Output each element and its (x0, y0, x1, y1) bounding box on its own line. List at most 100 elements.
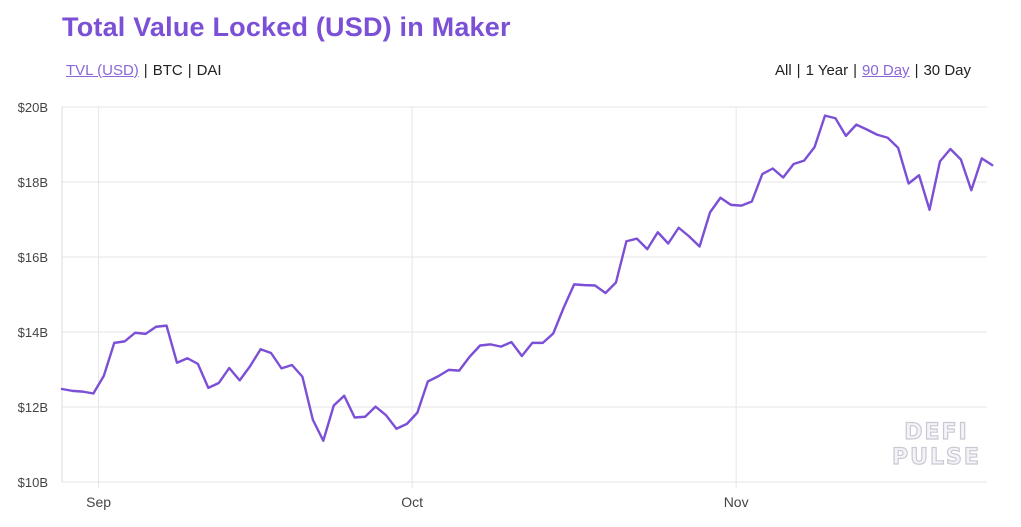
data-point[interactable] (540, 340, 546, 346)
data-point[interactable] (352, 415, 358, 421)
data-point[interactable] (508, 339, 514, 345)
data-point[interactable] (759, 171, 765, 177)
data-point[interactable] (435, 373, 441, 379)
data-point[interactable] (749, 199, 755, 205)
data-point[interactable] (414, 410, 420, 416)
tab-all[interactable]: All (775, 62, 792, 79)
data-point[interactable] (770, 166, 776, 172)
data-point[interactable] (582, 282, 588, 288)
data-point[interactable] (226, 365, 232, 371)
data-point[interactable] (791, 161, 797, 167)
data-point[interactable] (341, 393, 347, 399)
data-point[interactable] (822, 113, 828, 119)
data-point[interactable] (676, 225, 682, 231)
data-point[interactable] (874, 132, 880, 138)
data-point[interactable] (373, 404, 379, 410)
data-point[interactable] (780, 175, 786, 181)
data-point[interactable] (404, 421, 410, 427)
data-point[interactable] (237, 377, 243, 383)
data-point[interactable] (895, 145, 901, 151)
data-point[interactable] (456, 368, 462, 374)
data-point[interactable] (613, 280, 619, 286)
data-point[interactable] (916, 172, 922, 178)
tab-btc[interactable]: BTC (152, 62, 183, 79)
data-point[interactable] (812, 144, 818, 150)
data-point[interactable] (686, 233, 692, 239)
data-point[interactable] (738, 203, 744, 209)
data-point[interactable] (801, 158, 807, 164)
separator: | (143, 62, 148, 79)
data-point[interactable] (571, 281, 577, 287)
data-point[interactable] (362, 414, 368, 420)
data-point[interactable] (728, 202, 734, 208)
data-point[interactable] (80, 389, 86, 395)
data-point[interactable] (216, 380, 222, 386)
data-point[interactable] (320, 438, 326, 444)
data-point[interactable] (143, 331, 149, 337)
data-point[interactable] (655, 229, 661, 235)
data-point[interactable] (164, 323, 170, 329)
data-point[interactable] (989, 162, 995, 168)
data-point[interactable] (843, 133, 849, 139)
data-point[interactable] (132, 330, 138, 336)
data-point[interactable] (153, 324, 159, 330)
data-point[interactable] (592, 283, 598, 289)
data-point[interactable] (59, 386, 65, 392)
data-point[interactable] (603, 290, 609, 296)
data-point[interactable] (446, 367, 452, 373)
separator: | (914, 62, 919, 79)
data-point[interactable] (979, 155, 985, 161)
tab-90-day[interactable]: 90 Day (862, 62, 910, 79)
data-point[interactable] (937, 158, 943, 164)
data-point[interactable] (122, 338, 128, 344)
data-point[interactable] (477, 343, 483, 349)
data-point[interactable] (69, 388, 75, 394)
tab-dai[interactable]: DAI (196, 62, 222, 79)
data-point[interactable] (488, 341, 494, 347)
data-point[interactable] (383, 412, 389, 418)
data-point[interactable] (697, 244, 703, 250)
data-point[interactable] (519, 353, 525, 359)
data-point[interactable] (331, 403, 337, 409)
data-point[interactable] (278, 365, 284, 371)
tab-30-day[interactable]: 30 Day (923, 62, 971, 79)
data-point[interactable] (927, 207, 933, 213)
data-point[interactable] (205, 385, 211, 391)
data-point[interactable] (717, 195, 723, 201)
data-point[interactable] (111, 340, 117, 346)
data-point[interactable] (310, 417, 316, 423)
y-tick-label: $20B (18, 100, 48, 115)
tab-1-year[interactable]: 1 Year (805, 62, 849, 79)
tab-tvl-usd[interactable]: TVL (USD) (66, 62, 139, 79)
data-point[interactable] (947, 146, 953, 152)
data-point[interactable] (101, 373, 107, 379)
data-point[interactable] (184, 355, 190, 361)
data-point[interactable] (958, 157, 964, 163)
data-point[interactable] (299, 374, 305, 380)
data-point[interactable] (634, 236, 640, 242)
data-point[interactable] (174, 360, 180, 366)
data-point[interactable] (906, 181, 912, 187)
data-point[interactable] (707, 209, 713, 215)
data-point[interactable] (195, 361, 201, 367)
data-point[interactable] (550, 331, 556, 337)
data-point[interactable] (885, 135, 891, 141)
data-point[interactable] (561, 305, 567, 311)
data-point[interactable] (498, 344, 504, 350)
data-point[interactable] (644, 246, 650, 252)
data-point[interactable] (268, 350, 274, 356)
data-point[interactable] (853, 122, 859, 128)
data-point[interactable] (665, 241, 671, 247)
data-point[interactable] (529, 340, 535, 346)
data-point[interactable] (289, 362, 295, 368)
data-point[interactable] (90, 391, 96, 397)
data-point[interactable] (393, 426, 399, 432)
data-point[interactable] (623, 238, 629, 244)
data-point[interactable] (467, 354, 473, 360)
data-point[interactable] (832, 115, 838, 121)
data-point[interactable] (968, 187, 974, 193)
data-point[interactable] (864, 127, 870, 133)
data-point[interactable] (247, 363, 253, 369)
data-point[interactable] (258, 346, 264, 352)
data-point[interactable] (425, 379, 431, 385)
